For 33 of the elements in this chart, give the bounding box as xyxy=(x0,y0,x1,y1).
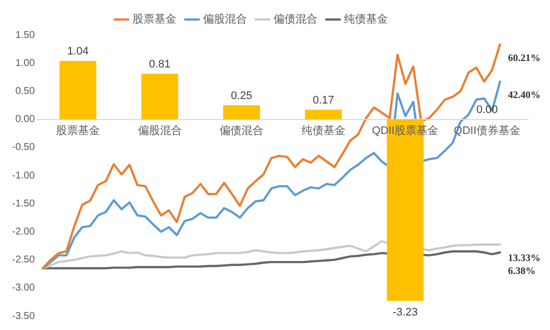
y-tick-label: -1.50 xyxy=(12,198,36,210)
y-tick-label: -2.50 xyxy=(12,254,36,266)
bar xyxy=(305,110,342,120)
data-label: 0.17 xyxy=(312,94,334,106)
bar xyxy=(223,105,260,120)
y-tick-label: -3.00 xyxy=(12,282,36,294)
annotation: 42.40% xyxy=(508,90,540,102)
bar xyxy=(60,60,96,120)
annotation: 6.38% xyxy=(508,266,536,278)
data-label: 0.00 xyxy=(476,104,498,116)
x-tick-label: 偏债混合 xyxy=(220,124,264,137)
x-tick-label: 股票基金 xyxy=(56,124,100,137)
y-tick-label: -3.50 xyxy=(12,310,36,322)
annotation: 60.21% xyxy=(508,53,540,64)
legend-label: 偏股混合 xyxy=(203,12,247,26)
data-label: 1.04 xyxy=(67,45,89,58)
annotation: 13.33% xyxy=(508,253,540,264)
y-tick-label: -0.50 xyxy=(12,142,36,154)
bar xyxy=(141,74,178,120)
y-tick-label: 0.50 xyxy=(15,86,36,97)
data-label: -3.23 xyxy=(392,306,418,318)
y-tick-label: -1.00 xyxy=(12,170,36,182)
x-tick-label: 纯债基金 xyxy=(301,124,346,137)
y-tick-label: 1.50 xyxy=(15,30,36,41)
y-tick-label: 1.00 xyxy=(15,58,36,69)
legend-label: 偏债混合 xyxy=(274,12,318,26)
legend-label: 纯债基金 xyxy=(344,12,388,26)
data-label: 0.81 xyxy=(149,58,170,70)
data-label: 0.25 xyxy=(230,90,252,102)
x-tick-label: 偏股混合 xyxy=(138,124,182,137)
y-tick-label: -2.00 xyxy=(12,226,36,238)
legend-label: 股票基金 xyxy=(132,12,176,26)
y-tick-label: 0.00 xyxy=(15,114,36,126)
